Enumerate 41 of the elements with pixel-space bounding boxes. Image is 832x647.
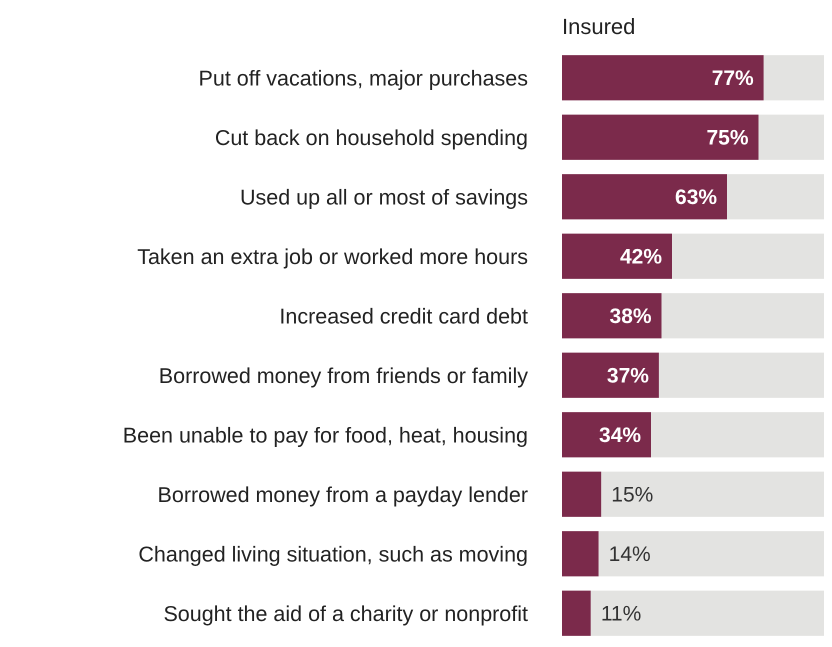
bar <box>590 590 824 636</box>
bar <box>562 412 652 458</box>
y-tick-label: Cut back on household spending <box>214 126 528 150</box>
bar <box>662 293 824 338</box>
bar <box>672 234 824 279</box>
bar <box>651 412 824 458</box>
bar <box>598 531 824 576</box>
y-tick-label: Used up all or most of savings <box>240 185 528 210</box>
y-tick-label: Put off vacations, major purchases <box>198 66 528 90</box>
y-tick-label: Borrowed money from a payday lender <box>158 482 528 507</box>
bar <box>562 55 764 100</box>
bar <box>562 590 591 636</box>
data-label: 42% <box>620 246 662 269</box>
data-label: 34% <box>599 424 642 448</box>
chart-title: Insured <box>562 14 636 39</box>
data-label: 37% <box>606 364 650 388</box>
y-tick-label: Borrowed money from friends or family <box>158 364 528 388</box>
bar <box>562 234 672 279</box>
data-label: 14% <box>608 543 651 566</box>
bar <box>658 352 824 398</box>
bar <box>562 293 662 338</box>
y-tick-label: Changed living situation, such as moving <box>138 542 528 566</box>
bar <box>727 174 824 220</box>
data-label: 63% <box>675 186 718 210</box>
bar <box>601 472 824 517</box>
bar <box>764 55 824 100</box>
data-label: 75% <box>706 126 749 150</box>
data-label: 11% <box>600 602 642 626</box>
y-tick-label: Sought the aid of a charity or nonprofit <box>163 602 528 626</box>
bar <box>562 352 659 398</box>
bar <box>562 472 602 517</box>
bar <box>758 114 824 160</box>
bar <box>562 174 728 220</box>
y-tick-label: Increased credit card debt <box>279 304 528 328</box>
data-label: 15% <box>611 484 654 507</box>
data-label: 77% <box>712 67 754 90</box>
bar <box>562 531 599 576</box>
data-label: 38% <box>610 305 652 328</box>
bar <box>562 114 758 160</box>
y-tick-label: Taken an extra job or worked more hours <box>137 244 528 269</box>
y-tick-label: Been unable to pay for food, heat, housing <box>122 423 528 448</box>
